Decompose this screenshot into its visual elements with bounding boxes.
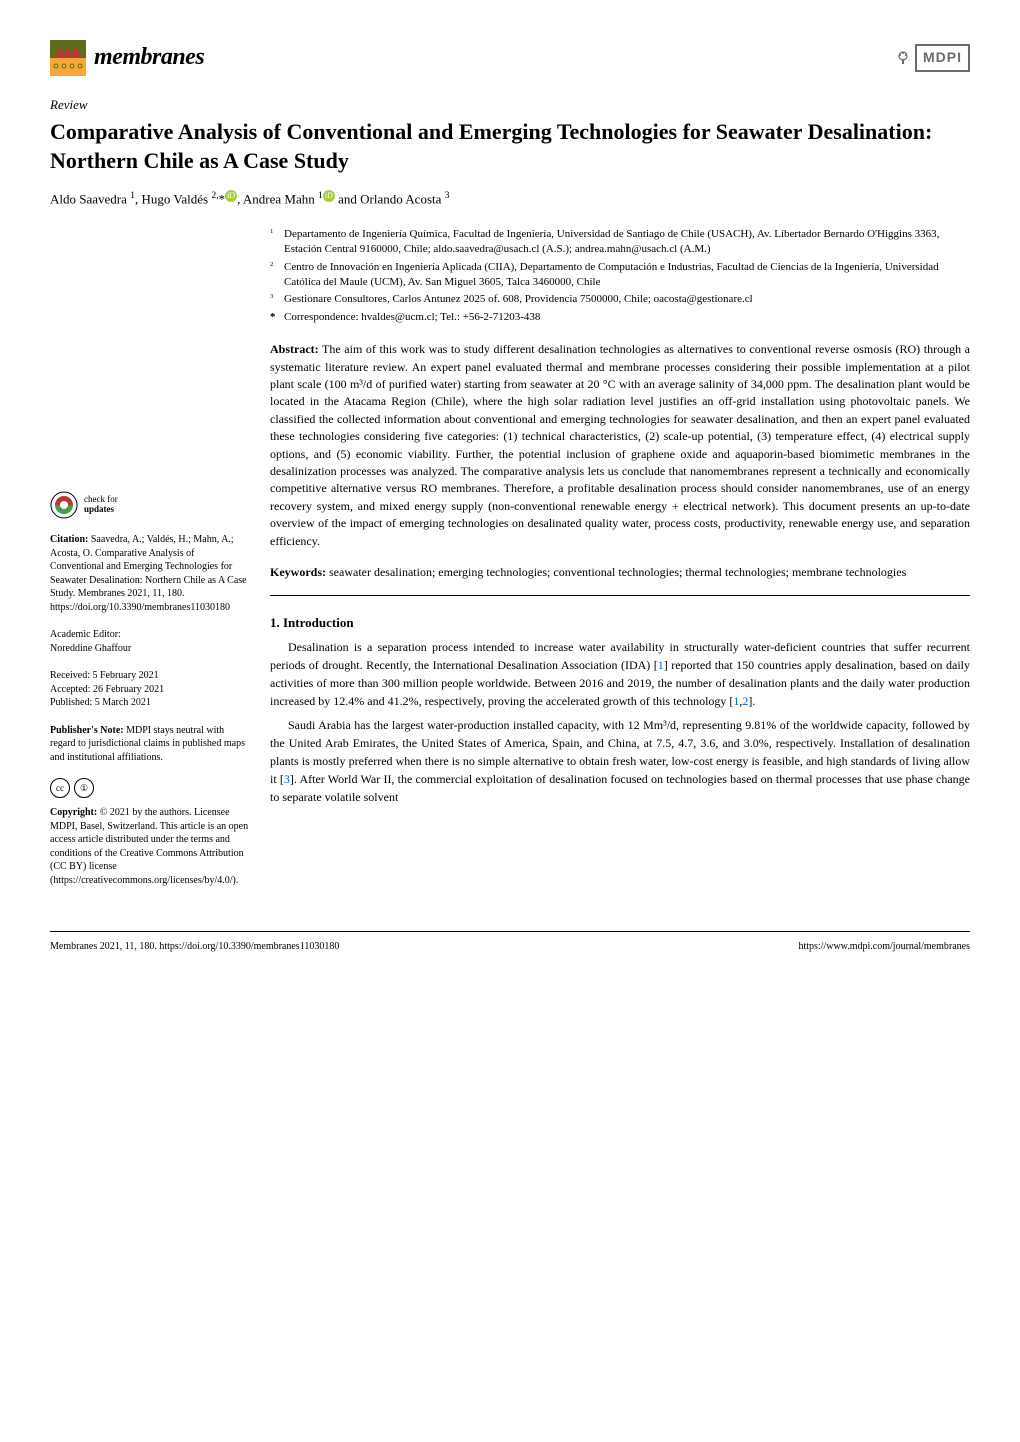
check-updates-badge[interactable]: check for updates <box>50 491 250 519</box>
by-icon: ① <box>74 778 94 798</box>
authors-line: Aldo Saavedra 1, Hugo Valdés 2,*iD, Andr… <box>50 189 970 209</box>
keywords: Keywords: seawater desalination; emergin… <box>270 564 970 581</box>
membranes-journal-icon <box>50 40 86 76</box>
body-paragraph: Desalination is a separation process int… <box>270 638 970 710</box>
corr-star: * <box>270 310 284 325</box>
affil-num: 2 <box>270 260 284 291</box>
article-type: Review <box>50 96 970 114</box>
affil-text: Departamento de Ingeniería Química, Facu… <box>284 227 970 258</box>
publisher-name: MDPI <box>915 44 970 72</box>
citation-label: Citation: <box>50 534 88 545</box>
citation-block: Citation: Saavedra, A.; Valdés, H.; Mahn… <box>50 533 250 614</box>
copyright-text: © 2021 by the authors. Licensee MDPI, Ba… <box>50 807 248 886</box>
affiliation-item: 3 Gestionare Consultores, Carlos Antunez… <box>270 292 970 307</box>
editor-name: Noreddine Ghaffour <box>50 643 131 654</box>
abstract-label: Abstract: <box>270 342 319 356</box>
mdpi-logo: MDPI <box>895 44 970 72</box>
abstract-text: The aim of this work was to study differ… <box>270 342 970 547</box>
corr-text: Correspondence: hvaldes@ucm.cl; Tel.: +5… <box>284 310 540 325</box>
footer-right: https://www.mdpi.com/journal/membranes <box>798 940 970 954</box>
affil-num: 3 <box>270 292 284 307</box>
copyright-label: Copyright: <box>50 807 97 818</box>
received-date: Received: 5 February 2021 <box>50 670 159 681</box>
dates-block: Received: 5 February 2021 Accepted: 26 F… <box>50 669 250 710</box>
published-date: Published: 5 March 2021 <box>50 697 151 708</box>
body-paragraph: Saudi Arabia has the largest water-produ… <box>270 716 970 806</box>
affiliation-item: 2 Centro de Innovación en Ingeniería Apl… <box>270 260 970 291</box>
keywords-label: Keywords: <box>270 565 326 579</box>
footer-left: Membranes 2021, 11, 180. https://doi.org… <box>50 940 339 954</box>
cc-badge: cc ① <box>50 778 250 798</box>
journal-name: membranes <box>94 41 204 75</box>
affil-num: 1 <box>270 227 284 258</box>
article-title: Comparative Analysis of Conventional and… <box>50 118 970 175</box>
affil-text: Gestionare Consultores, Carlos Antunez 2… <box>284 292 753 307</box>
keywords-text: seawater desalination; emerging technolo… <box>329 565 906 579</box>
editor-label: Academic Editor: <box>50 629 121 640</box>
header-row: membranes MDPI <box>50 40 970 76</box>
abstract: Abstract: The aim of this work was to st… <box>270 341 970 550</box>
correspondence-item: * Correspondence: hvaldes@ucm.cl; Tel.: … <box>270 310 970 325</box>
footer: Membranes 2021, 11, 180. https://doi.org… <box>50 931 970 954</box>
citation-text: Saavedra, A.; Valdés, H.; Mahn, A.; Acos… <box>50 534 247 613</box>
affiliations-list: 1 Departamento de Ingeniería Química, Fa… <box>50 227 970 325</box>
divider <box>270 595 970 596</box>
main-content: Abstract: The aim of this work was to st… <box>270 341 970 901</box>
publishers-note-label: Publisher's Note: <box>50 725 124 736</box>
publishers-note-block: Publisher's Note: MDPI stays neutral wit… <box>50 724 250 765</box>
copyright-block: Copyright: © 2021 by the authors. Licens… <box>50 806 250 887</box>
mdpi-tree-icon <box>895 50 911 66</box>
accepted-date: Accepted: 26 February 2021 <box>50 684 164 695</box>
editor-block: Academic Editor: Noreddine Ghaffour <box>50 628 250 655</box>
sidebar: check for updates Citation: Saavedra, A.… <box>50 341 250 901</box>
affiliation-item: 1 Departamento de Ingeniería Química, Fa… <box>270 227 970 258</box>
journal-logo: membranes <box>50 40 204 76</box>
cc-icon: cc <box>50 778 70 798</box>
check-updates-text: check for updates <box>84 495 118 515</box>
affil-text: Centro de Innovación en Ingeniería Aplic… <box>284 260 970 291</box>
section-heading: 1. Introduction <box>270 614 970 632</box>
check-updates-icon <box>50 491 78 519</box>
